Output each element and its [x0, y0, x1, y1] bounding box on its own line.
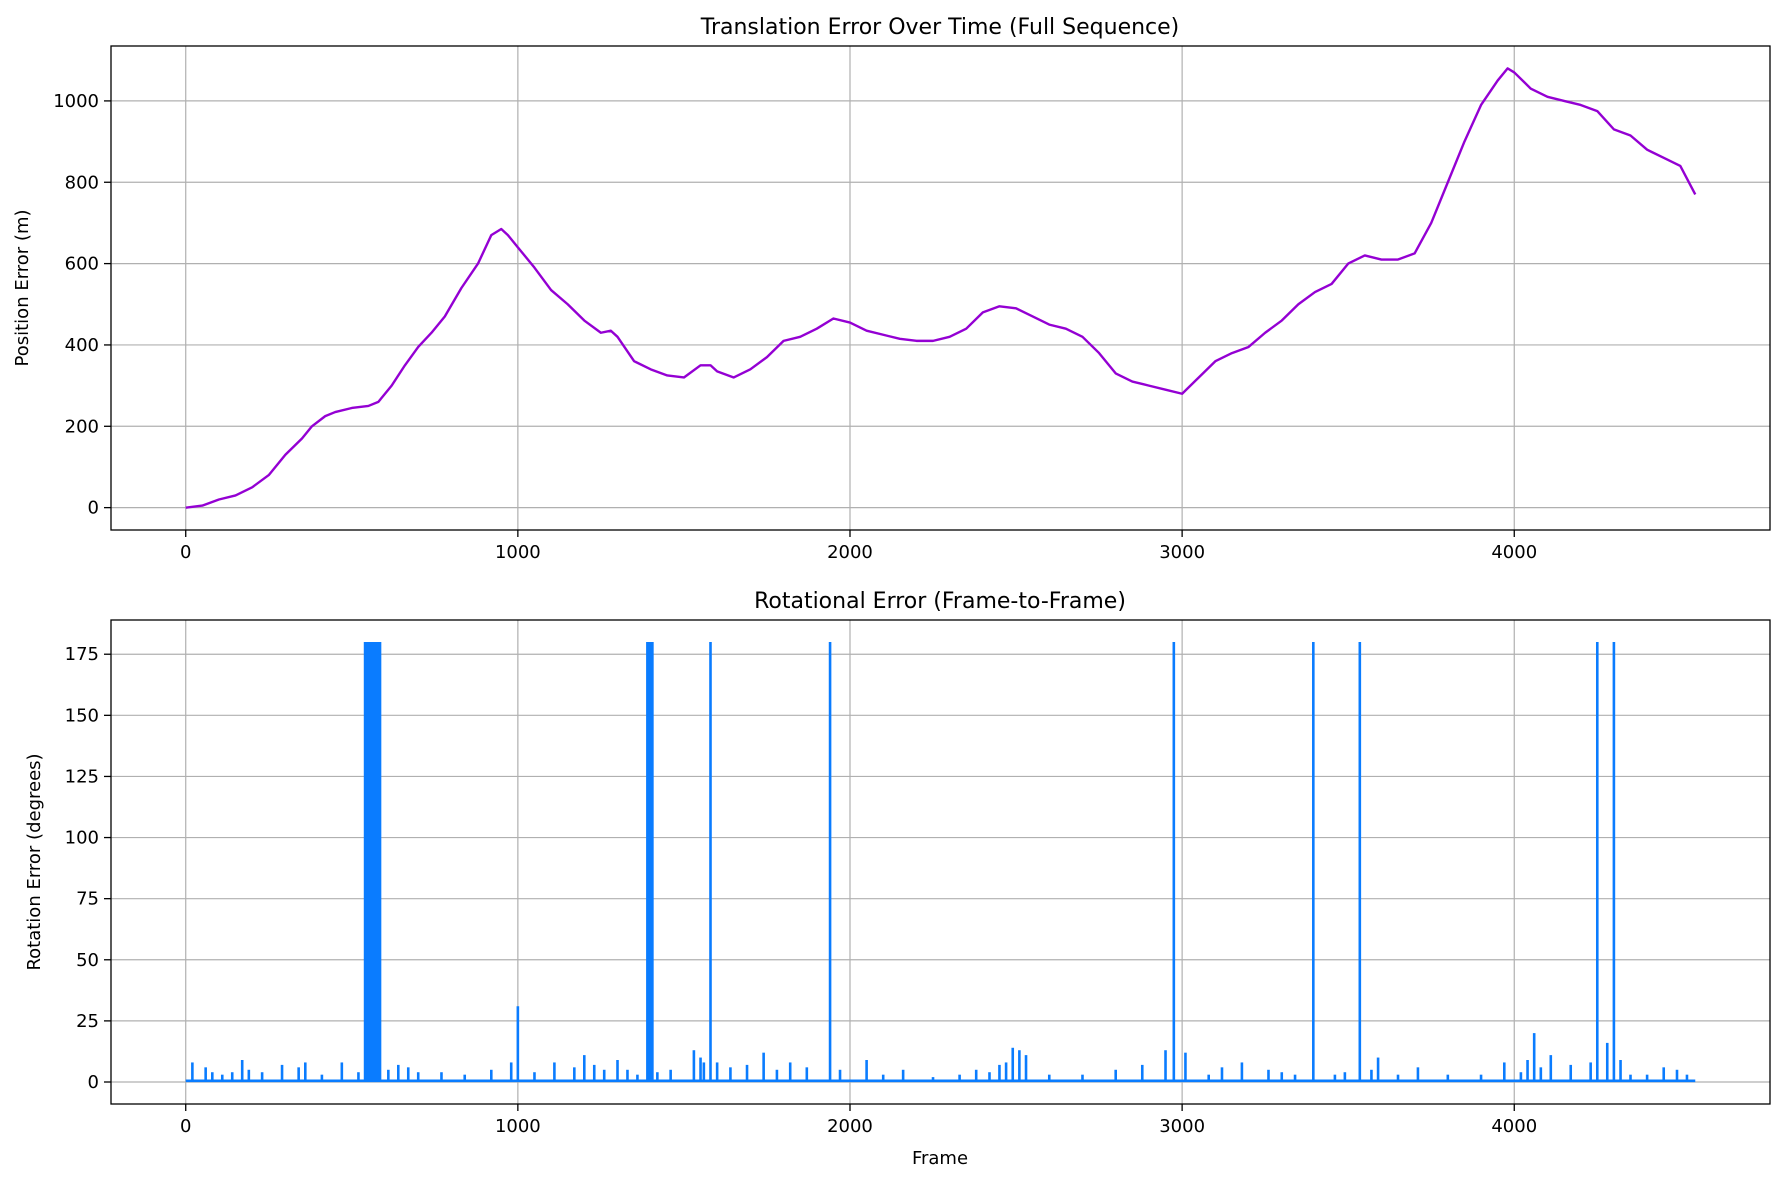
x-tick-label-0-0: 0	[180, 542, 191, 563]
x-tick-label-1-1: 1000	[495, 1116, 541, 1137]
y-tick-label-1-1: 25	[76, 1011, 99, 1032]
x-tick-label-1-4: 4000	[1491, 1116, 1537, 1137]
axes-frame-1	[110, 619, 1771, 1105]
y-tick-label-1-7: 175	[65, 644, 99, 665]
chart-title-translation: Translation Error Over Time (Full Sequen…	[700, 15, 1180, 40]
y-tick-label-0-4: 800	[65, 172, 99, 193]
y-axis-label-rotation-error: Rotation Error (degrees)	[24, 753, 45, 970]
x-tick-label-0-1: 1000	[495, 542, 541, 563]
x-axis-label-frame: Frame	[912, 1148, 968, 1169]
y-tick-label-1-4: 100	[65, 828, 99, 849]
chart-title-rotation: Rotational Error (Frame-to-Frame)	[754, 589, 1126, 614]
y-tick-label-1-5: 125	[65, 766, 99, 787]
y-tick-label-1-3: 75	[76, 889, 99, 910]
x-tick-label-0-2: 2000	[827, 542, 873, 563]
x-tick-label-1-3: 3000	[1159, 1116, 1205, 1137]
series-line-0	[185, 67, 1697, 509]
x-tick-label-0-3: 3000	[1159, 542, 1205, 563]
y-tick-label-1-0: 0	[88, 1072, 99, 1093]
x-tick-label-0-4: 4000	[1491, 542, 1537, 563]
x-tick-label-1-2: 2000	[827, 1116, 873, 1137]
y-tick-label-0-2: 400	[65, 335, 99, 356]
x-tick-label-1-0: 0	[180, 1116, 191, 1137]
rotation-error-plot: 0 1000 2000 3000 4000 0 25 50 75 100 125 150 175	[65, 619, 1771, 1137]
y-tick-label-1-6: 150	[65, 705, 99, 726]
y-tick-label-0-1: 200	[65, 416, 99, 437]
y-tick-label-0-3: 600	[65, 254, 99, 275]
y-axis-label-position-error: Position Error (m)	[12, 210, 33, 367]
axes-frame-0	[110, 45, 1771, 531]
y-tick-label-1-2: 50	[76, 950, 99, 971]
y-tick-label-0-5: 1000	[53, 91, 99, 112]
y-tick-label-0-0: 0	[88, 498, 99, 519]
translation-error-plot: 0 1000 2000 3000 4000 0 200 400 600 800 1000	[53, 45, 1771, 563]
